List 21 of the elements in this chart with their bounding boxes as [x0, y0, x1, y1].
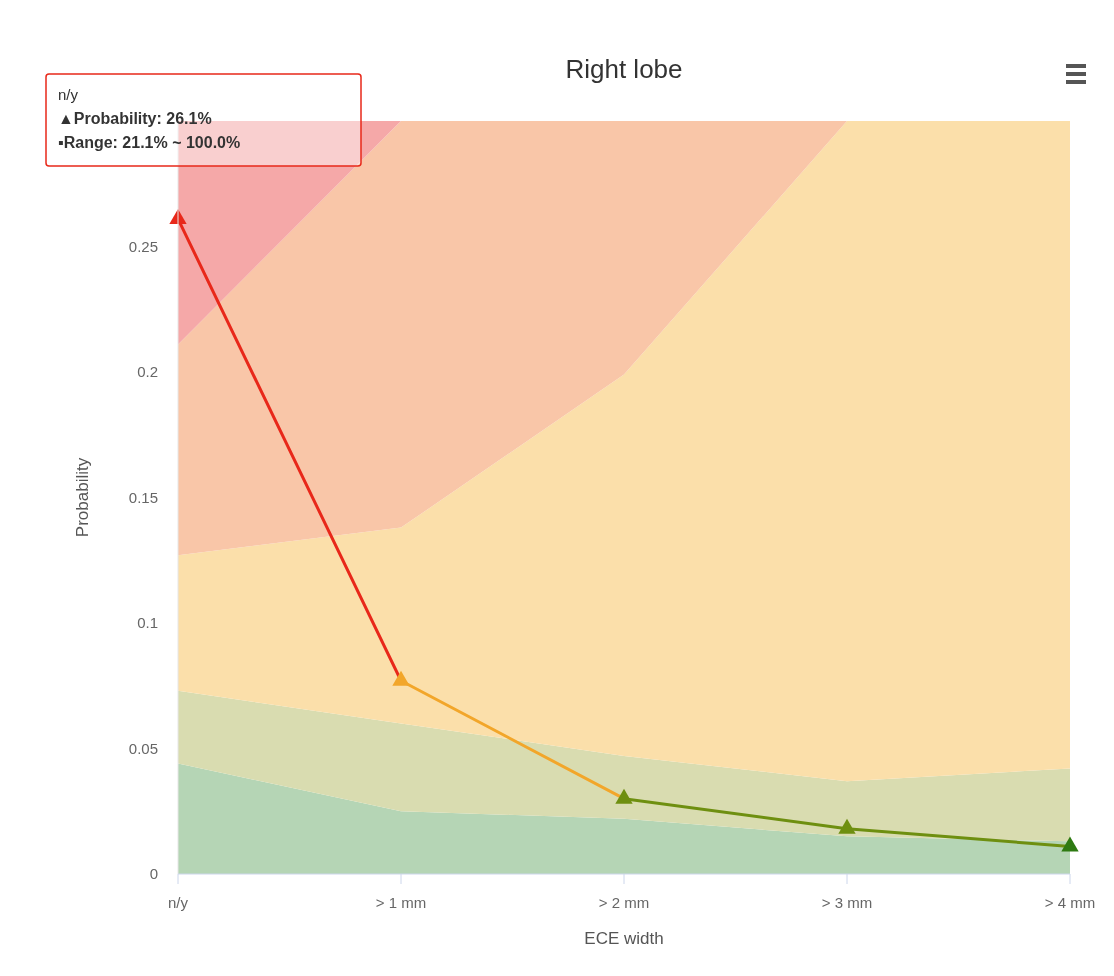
point [615, 788, 633, 804]
y-tick-label: 0.1 [137, 614, 158, 631]
x-axis-title: ECE width [584, 929, 664, 948]
x-tick-label: > 1 mm [375, 894, 427, 911]
point [838, 818, 856, 834]
annotation: ▪Range: 21.1% ~ 100.0% [58, 134, 241, 151]
x-tick-label: > 3 mm [821, 894, 873, 911]
point [1061, 836, 1079, 852]
point [392, 670, 410, 686]
y-tick-label: 0.2 [137, 363, 158, 380]
y-tick-label: 0.05 [128, 739, 158, 757]
y-tick-label: 0 [149, 865, 158, 882]
y-axis-title: Probability [73, 457, 92, 538]
y-tick-label: 0.25 [128, 237, 158, 255]
x-tick-label: > 2 mm [598, 894, 650, 911]
annotation: ▲Probability: 26.1% [58, 110, 212, 127]
y-tick-label: 0.15 [128, 488, 158, 506]
x-tick-label: n/y [167, 894, 189, 911]
x-tick-label: > 4 mm [1044, 894, 1096, 911]
text: n/y [58, 86, 79, 103]
chart-title: Right lobe [565, 54, 683, 84]
